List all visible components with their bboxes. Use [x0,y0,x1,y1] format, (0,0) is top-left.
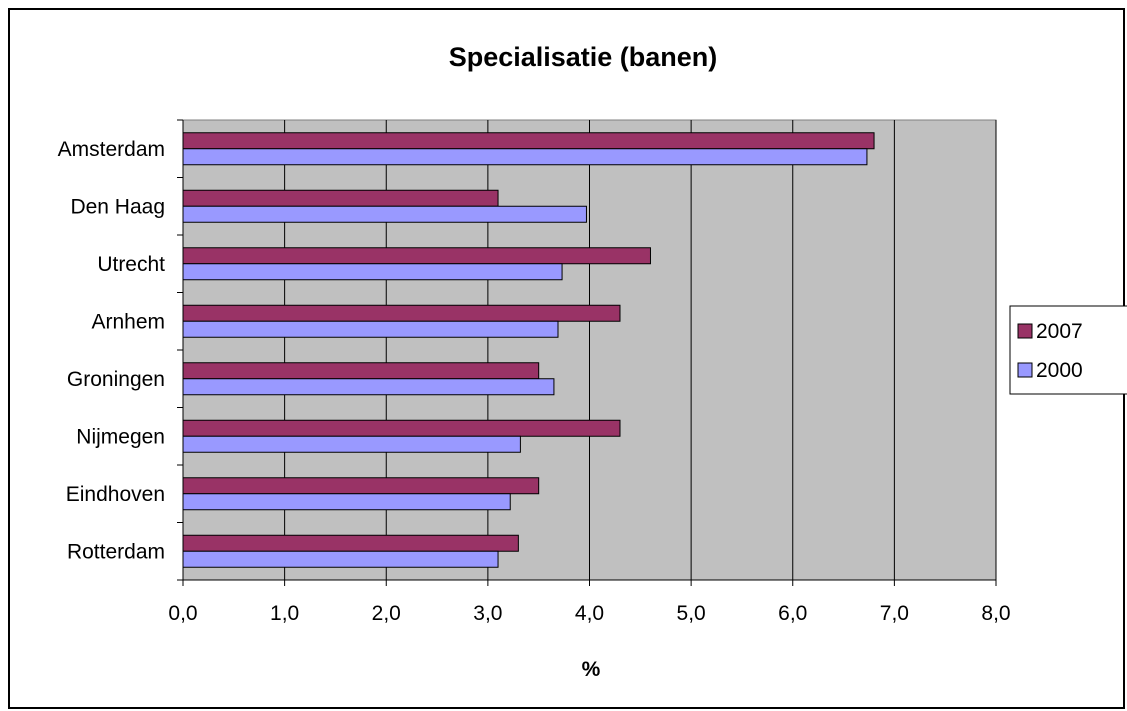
legend: 2007 2000 [1009,305,1127,395]
x-tick-label: 5,0 [677,602,706,625]
bar-2000-nijmegen [182,435,521,453]
chart-title: Specialisatie (banen) [449,42,718,72]
category-label: Nijmegen [76,425,165,448]
x-tick-label: 2,0 [372,602,401,625]
x-tick-label: 6,0 [778,602,807,625]
bar-2007-groningen [182,362,540,380]
legend-swatch-2000 [1017,362,1033,378]
bar-2007-rotterdam [182,534,519,552]
x-axis-label: % [582,658,601,681]
legend-label-2000: 2000 [1036,359,1083,382]
bar-2007-utrecht [182,247,651,265]
bar-2007-den-haag [182,189,499,207]
x-tick-label: 4,0 [575,602,604,625]
category-label: Utrecht [97,253,165,276]
category-label: Rotterdam [67,540,165,563]
x-tick-label: 7,0 [880,602,909,625]
x-tick-label: 3,0 [473,602,502,625]
category-label: Arnhem [91,310,165,333]
bar-2000-arnhem [182,320,559,338]
x-tick-label: 0,0 [168,602,197,625]
category-label: Groningen [67,368,165,391]
legend-swatch-2007 [1017,323,1033,339]
x-tick-label: 8,0 [981,602,1010,625]
bar-2000-rotterdam [182,550,499,568]
legend-box [1009,305,1127,395]
bar-2000-groningen [182,378,555,396]
x-tick-label: 1,0 [270,602,299,625]
legend-label-2007: 2007 [1036,320,1083,343]
bar-2000-den-haag [182,205,587,223]
bar-2007-nijmegen [182,419,621,437]
bar-2007-amsterdam [182,132,875,150]
category-label: Amsterdam [58,138,165,161]
bar-2000-amsterdam [182,148,868,166]
category-label: Eindhoven [66,483,165,506]
bar-2007-eindhoven [182,477,540,495]
bar-2007-arnhem [182,304,621,322]
bar-2000-utrecht [182,263,563,281]
category-label: Den Haag [70,195,165,218]
bar-2000-eindhoven [182,493,511,511]
